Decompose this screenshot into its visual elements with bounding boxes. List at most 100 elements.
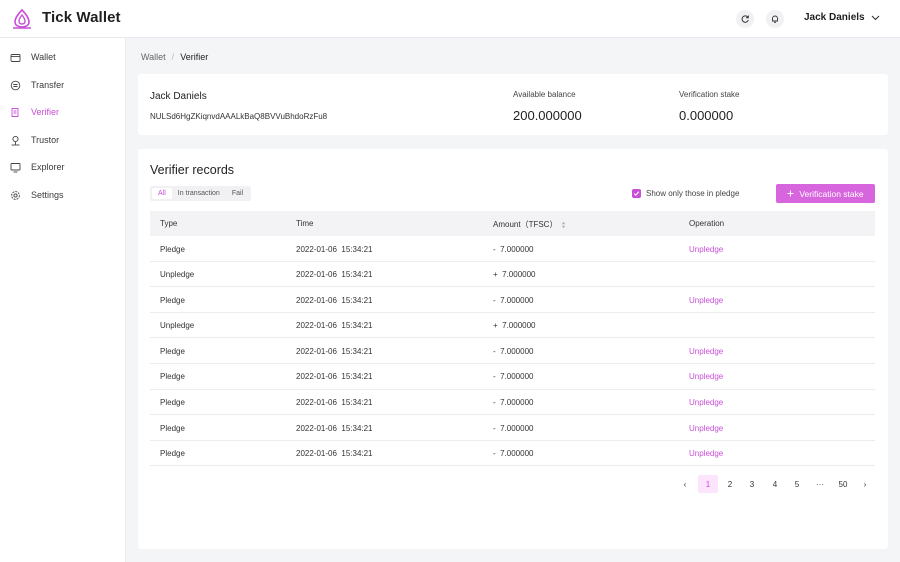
page-50-button[interactable]: 50 — [838, 479, 848, 489]
column-type: Type — [160, 219, 178, 228]
cell-type: Pledge — [160, 372, 185, 382]
cell-amount: - 7.000000 — [493, 398, 534, 408]
cell-time: 2022-01-06 15:34:21 — [296, 295, 373, 305]
notifications-button[interactable] — [766, 10, 784, 28]
unpledge-link[interactable]: Unpledge — [689, 346, 724, 356]
table-row: Pledge 2022-01-06 15:34:21 - 7.000000 Unple… — [150, 338, 875, 364]
table-row: Unpledge 2022-01-06 15:34:21 + 7.000000 — [150, 262, 875, 288]
explorer-icon — [10, 162, 21, 172]
account-name: Jack Daniels — [150, 91, 207, 102]
account-address: NULSd6HgZKiqnvdAAALkBaQ8BVVuBhdoRzFu8 — [150, 112, 328, 121]
breadcrumb: Wallet / Verifier — [141, 52, 208, 62]
cell-type: Pledge — [160, 346, 185, 356]
cell-type: Pledge — [160, 244, 185, 254]
table-row: Pledge 2022-01-06 15:34:21 - 7.000000 Unple… — [150, 364, 875, 390]
sidebar-item-transfer[interactable]: Transfer — [0, 74, 126, 96]
cell-amount: + 7.000000 — [493, 270, 536, 280]
trustor-icon — [11, 135, 20, 145]
cell-time: 2022-01-06 15:34:21 — [296, 270, 373, 280]
sidebar-item-trustor[interactable]: Trustor — [0, 129, 126, 151]
breadcrumb-current: Verifier — [180, 52, 209, 62]
verification-stake-button[interactable]: Verification stake — [776, 184, 875, 203]
cell-time: 2022-01-06 15:34:21 — [296, 244, 373, 254]
refresh-button[interactable] — [736, 10, 754, 28]
cell-amount: - 7.000000 — [493, 295, 534, 305]
column-amount[interactable]: Amount（TFSC） — [493, 219, 566, 230]
breadcrumb-root[interactable]: Wallet — [141, 52, 166, 62]
table-row: Unpledge 2022-01-06 15:34:21 + 7.000000 — [150, 313, 875, 339]
sidebar: Wallet Transfer Verifier Trustor Explore… — [0, 38, 126, 562]
table-header: Type Time Amount（TFSC） Operation — [150, 211, 875, 236]
sidebar-item-settings[interactable]: Settings — [0, 184, 126, 206]
unpledge-link[interactable]: Unpledge — [689, 449, 724, 459]
account-summary-card: Jack Daniels NULSd6HgZKiqnvdAAALkBaQ8BVV… — [138, 74, 888, 135]
cell-type: Pledge — [160, 449, 185, 459]
top-bar: Tick Wallet Jack Daniels — [0, 0, 900, 38]
pledge-only-checkbox[interactable] — [632, 189, 641, 198]
plus-icon — [787, 190, 794, 197]
verifier-records-card: Verifier records All In transaction Fail… — [138, 149, 888, 549]
cell-type: Pledge — [160, 398, 185, 408]
cell-time: 2022-01-06 15:34:21 — [296, 346, 373, 356]
page-5-button[interactable]: 5 — [794, 479, 800, 489]
cell-time: 2022-01-06 15:34:21 — [296, 423, 373, 433]
cell-type: Unpledge — [160, 321, 195, 331]
column-operation: Operation — [689, 219, 725, 228]
cell-time: 2022-01-06 15:34:21 — [296, 449, 373, 459]
verification-stake-button-label: Verification stake — [799, 188, 864, 199]
cell-amount: - 7.000000 — [493, 372, 534, 382]
cell-time: 2022-01-06 15:34:21 — [296, 398, 373, 408]
user-menu[interactable]: Jack Daniels — [804, 12, 880, 23]
page-2-button[interactable]: 2 — [727, 479, 733, 489]
transfer-icon — [10, 80, 21, 90]
refresh-icon — [741, 15, 749, 23]
cell-time: 2022-01-06 15:34:21 — [296, 321, 373, 331]
bell-icon — [772, 15, 778, 23]
cell-amount: + 7.000000 — [493, 321, 536, 331]
cell-type: Pledge — [160, 295, 185, 305]
column-time: Time — [296, 219, 314, 228]
check-icon — [633, 191, 640, 196]
page-3-button[interactable]: 3 — [749, 479, 755, 489]
pagination: ‹ 1 2 3 4 5 ··· 50 › — [0, 475, 900, 493]
sidebar-item-explorer[interactable]: Explorer — [0, 156, 126, 178]
chevron-down-icon — [871, 15, 879, 20]
unpledge-link[interactable]: Unpledge — [689, 372, 724, 382]
pledge-only-toggle[interactable]: Show only those in pledge — [632, 189, 739, 198]
page-4-button[interactable]: 4 — [772, 479, 778, 489]
table-row: Pledge 2022-01-06 15:34:21 - 7.000000 Unple… — [150, 287, 875, 313]
gear-icon — [11, 190, 20, 200]
prev-page-button[interactable]: ‹ — [683, 479, 687, 489]
records-title: Verifier records — [150, 163, 235, 177]
verification-stake-value: 0.000000 — [679, 108, 734, 123]
filter-in-transaction[interactable]: In transaction — [177, 190, 220, 197]
cell-amount: - 7.000000 — [493, 346, 534, 356]
unpledge-link[interactable]: Unpledge — [689, 295, 724, 305]
app-logo-icon — [13, 8, 31, 29]
unpledge-link[interactable]: Unpledge — [689, 244, 724, 254]
column-amount-label: Amount（TFSC） — [493, 220, 558, 229]
sidebar-item-verifier[interactable]: Verifier — [0, 101, 126, 123]
filter-fail[interactable]: Fail — [231, 190, 244, 197]
record-filter-tabs: All In transaction Fail — [150, 186, 252, 201]
page-ellipsis[interactable]: ··· — [816, 479, 824, 489]
cell-amount: - 7.000000 — [493, 423, 534, 433]
available-balance-value: 200.000000 — [513, 108, 582, 123]
table-row: Pledge 2022-01-06 15:34:21 - 7.000000 Unple… — [150, 415, 875, 441]
pledge-only-label: Show only those in pledge — [646, 189, 740, 198]
records-table: Type Time Amount（TFSC） Operation Pledge 2… — [150, 211, 875, 467]
unpledge-link[interactable]: Unpledge — [689, 398, 724, 408]
cell-amount: - 7.000000 — [493, 244, 534, 254]
table-row: Pledge 2022-01-06 15:34:21 - 7.000000 Unple… — [150, 441, 875, 467]
cell-amount: - 7.000000 — [493, 449, 534, 459]
page-1-button[interactable]: 1 — [698, 475, 718, 493]
user-name: Jack Daniels — [804, 12, 865, 23]
filter-all[interactable]: All — [152, 188, 172, 199]
next-page-button[interactable]: › — [863, 479, 867, 489]
available-balance-label: Available balance — [513, 90, 576, 99]
verification-stake-label: Verification stake — [679, 90, 740, 99]
sidebar-item-wallet[interactable]: Wallet — [0, 46, 126, 68]
sort-icon[interactable] — [561, 221, 566, 229]
wallet-icon — [10, 53, 21, 62]
unpledge-link[interactable]: Unpledge — [689, 423, 724, 433]
